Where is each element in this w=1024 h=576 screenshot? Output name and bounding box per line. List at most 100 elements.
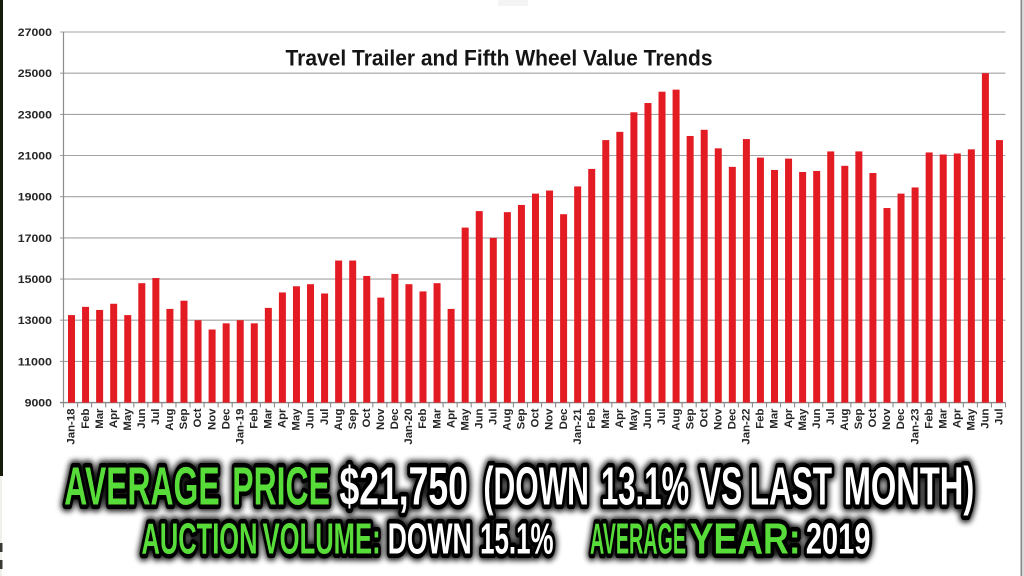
svg-text:Feb: Feb bbox=[417, 408, 429, 428]
svg-text:Dec: Dec bbox=[727, 409, 739, 430]
svg-text:Apr: Apr bbox=[445, 408, 457, 428]
svg-text:Apr: Apr bbox=[614, 408, 626, 428]
svg-text:Jun: Jun bbox=[980, 408, 992, 428]
svg-text:Nov: Nov bbox=[712, 408, 724, 430]
svg-text:AVERAGE: AVERAGE bbox=[64, 457, 219, 517]
svg-text:PRICE: PRICE bbox=[232, 457, 330, 517]
svg-text:Travel Trailer and Fifth Wheel: Travel Trailer and Fifth Wheel Value Tre… bbox=[286, 46, 713, 71]
svg-text:Apr: Apr bbox=[108, 408, 120, 428]
svg-text:Sep: Sep bbox=[178, 408, 190, 429]
svg-text:Jun: Jun bbox=[811, 408, 823, 428]
svg-text:13.1%: 13.1% bbox=[601, 457, 689, 517]
svg-text:AUCTION: AUCTION bbox=[142, 516, 258, 564]
svg-text:2019: 2019 bbox=[806, 516, 871, 564]
svg-text:Nov: Nov bbox=[375, 408, 387, 430]
svg-text:11000: 11000 bbox=[18, 356, 52, 368]
svg-text:Nov: Nov bbox=[881, 408, 893, 430]
svg-text:Jan-20: Jan-20 bbox=[403, 409, 415, 445]
svg-text:Apr: Apr bbox=[951, 408, 963, 428]
svg-text:13.1%: 13.1% bbox=[601, 457, 689, 517]
svg-text:23000: 23000 bbox=[18, 109, 52, 121]
svg-text:LAST: LAST bbox=[750, 457, 832, 517]
svg-text:19000: 19000 bbox=[18, 192, 52, 204]
svg-text:Jul: Jul bbox=[994, 409, 1006, 425]
svg-text:Jan-18: Jan-18 bbox=[66, 409, 78, 445]
svg-text:AUCTION: AUCTION bbox=[142, 516, 258, 564]
svg-text:Jan-23: Jan-23 bbox=[909, 409, 921, 445]
svg-text:Oct: Oct bbox=[361, 408, 373, 427]
svg-text:MONTH): MONTH) bbox=[844, 457, 975, 517]
svg-text:Apr: Apr bbox=[277, 408, 289, 428]
svg-text:Mar: Mar bbox=[600, 408, 612, 429]
svg-text:Jun: Jun bbox=[642, 408, 654, 428]
svg-text:MONTH): MONTH) bbox=[844, 457, 975, 517]
svg-text:Sep: Sep bbox=[516, 408, 528, 429]
svg-text:Dec: Dec bbox=[389, 409, 401, 430]
svg-text:PRICE: PRICE bbox=[232, 457, 330, 517]
svg-text:Nov: Nov bbox=[544, 408, 556, 430]
svg-text:Aug: Aug bbox=[164, 408, 176, 430]
svg-text:15.1%: 15.1% bbox=[480, 516, 553, 564]
svg-text:2019: 2019 bbox=[806, 516, 871, 564]
svg-text:Jul: Jul bbox=[150, 409, 162, 425]
svg-text:Aug: Aug bbox=[670, 408, 682, 430]
svg-text:$21,750: $21,750 bbox=[340, 457, 468, 517]
svg-text:DOWN: DOWN bbox=[388, 516, 472, 564]
svg-text:13000: 13000 bbox=[18, 315, 52, 327]
svg-text:Mar: Mar bbox=[263, 408, 275, 429]
svg-text:Feb: Feb bbox=[923, 408, 935, 428]
svg-text:Aug: Aug bbox=[839, 408, 851, 430]
svg-text:Sep: Sep bbox=[684, 408, 696, 429]
svg-text:15000: 15000 bbox=[18, 274, 52, 286]
svg-text:Aug: Aug bbox=[502, 408, 514, 430]
svg-text:AVERAGE: AVERAGE bbox=[590, 516, 686, 564]
svg-text:Oct: Oct bbox=[867, 408, 879, 427]
svg-text:VOLUME:: VOLUME: bbox=[263, 516, 381, 564]
svg-text:Jul: Jul bbox=[319, 409, 331, 425]
svg-text:Mar: Mar bbox=[431, 408, 443, 429]
svg-text:Dec: Dec bbox=[220, 409, 232, 430]
svg-text:VS: VS bbox=[700, 457, 743, 517]
svg-text:Aug: Aug bbox=[333, 408, 345, 430]
svg-text:Mar: Mar bbox=[937, 408, 949, 429]
svg-text:Dec: Dec bbox=[558, 409, 570, 430]
svg-text:25000: 25000 bbox=[18, 68, 52, 80]
svg-text:May: May bbox=[291, 408, 303, 431]
svg-text:15.1%: 15.1% bbox=[480, 516, 553, 564]
svg-text:May: May bbox=[628, 408, 640, 431]
svg-text:YEAR:: YEAR: bbox=[690, 516, 801, 564]
svg-text:VS: VS bbox=[700, 457, 743, 517]
svg-text:YEAR:: YEAR: bbox=[690, 516, 801, 564]
svg-text:Jan-21: Jan-21 bbox=[572, 408, 584, 445]
svg-text:Jun: Jun bbox=[305, 408, 317, 428]
svg-text:Dec: Dec bbox=[895, 409, 907, 430]
svg-text:Oct: Oct bbox=[698, 408, 710, 427]
svg-text:DOWN: DOWN bbox=[388, 516, 472, 564]
svg-text:Feb: Feb bbox=[80, 408, 92, 428]
svg-text:AVERAGE: AVERAGE bbox=[590, 516, 686, 564]
svg-text:Apr: Apr bbox=[783, 408, 795, 428]
svg-text:$21,750: $21,750 bbox=[340, 457, 468, 517]
svg-text:Oct: Oct bbox=[192, 408, 204, 427]
svg-text:Jul: Jul bbox=[656, 409, 668, 425]
svg-text:Nov: Nov bbox=[206, 408, 218, 430]
svg-text:Sep: Sep bbox=[853, 408, 865, 429]
svg-text:Feb: Feb bbox=[755, 408, 767, 428]
svg-text:VOLUME:: VOLUME: bbox=[263, 516, 381, 564]
svg-text:May: May bbox=[797, 408, 809, 431]
svg-text:Jul: Jul bbox=[825, 409, 837, 425]
svg-text:21000: 21000 bbox=[18, 151, 52, 163]
svg-text:Jun: Jun bbox=[473, 408, 485, 428]
svg-text:Oct: Oct bbox=[530, 408, 542, 427]
svg-text:LAST: LAST bbox=[750, 457, 832, 517]
svg-text:9000: 9000 bbox=[25, 398, 52, 410]
svg-text:Feb: Feb bbox=[248, 408, 260, 428]
svg-text:(DOWN: (DOWN bbox=[484, 457, 589, 517]
svg-text:Jun: Jun bbox=[136, 408, 148, 428]
svg-text:27000: 27000 bbox=[18, 27, 52, 39]
svg-text:Mar: Mar bbox=[769, 408, 781, 429]
svg-text:AVERAGE: AVERAGE bbox=[64, 457, 219, 517]
svg-text:May: May bbox=[122, 408, 134, 431]
svg-text:Sep: Sep bbox=[347, 408, 359, 429]
svg-text:May: May bbox=[966, 408, 978, 431]
